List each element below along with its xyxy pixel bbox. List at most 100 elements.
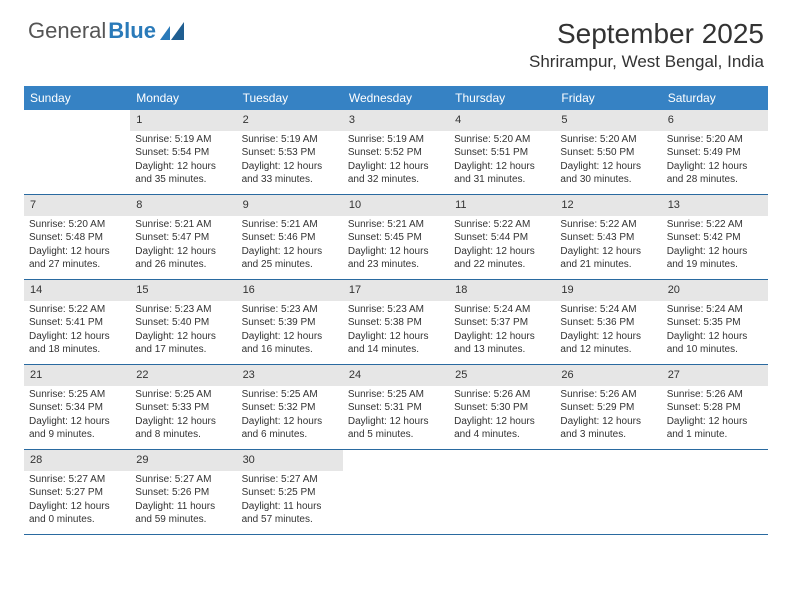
sunrise: Sunrise: 5:24 AM — [454, 303, 550, 317]
day-cell: 27Sunrise: 5:26 AMSunset: 5:28 PMDayligh… — [662, 365, 768, 449]
sunset: Sunset: 5:36 PM — [560, 316, 656, 330]
day-label: Sunday — [24, 86, 130, 110]
day-cell: 30Sunrise: 5:27 AMSunset: 5:25 PMDayligh… — [237, 450, 343, 534]
daylight: Daylight: 12 hours and 23 minutes. — [348, 245, 444, 272]
sunset: Sunset: 5:50 PM — [560, 146, 656, 160]
day-number: 1 — [130, 110, 236, 131]
sunset: Sunset: 5:48 PM — [29, 231, 125, 245]
day-details: Sunrise: 5:25 AMSunset: 5:31 PMDaylight:… — [343, 386, 449, 447]
day-details: Sunrise: 5:21 AMSunset: 5:46 PMDaylight:… — [237, 216, 343, 277]
day-cell: 15Sunrise: 5:23 AMSunset: 5:40 PMDayligh… — [130, 280, 236, 364]
day-number: 22 — [130, 365, 236, 386]
sunset: Sunset: 5:28 PM — [667, 401, 763, 415]
day-cell: 18Sunrise: 5:24 AMSunset: 5:37 PMDayligh… — [449, 280, 555, 364]
daylight: Daylight: 12 hours and 6 minutes. — [242, 415, 338, 442]
day-number: 17 — [343, 280, 449, 301]
day-cell: 16Sunrise: 5:23 AMSunset: 5:39 PMDayligh… — [237, 280, 343, 364]
sunset: Sunset: 5:39 PM — [242, 316, 338, 330]
sunrise: Sunrise: 5:26 AM — [560, 388, 656, 402]
daylight: Daylight: 12 hours and 35 minutes. — [135, 160, 231, 187]
day-cell: 14Sunrise: 5:22 AMSunset: 5:41 PMDayligh… — [24, 280, 130, 364]
day-number: 14 — [24, 280, 130, 301]
day-cell: 13Sunrise: 5:22 AMSunset: 5:42 PMDayligh… — [662, 195, 768, 279]
daylight: Daylight: 12 hours and 17 minutes. — [135, 330, 231, 357]
day-number: 6 — [662, 110, 768, 131]
day-details: Sunrise: 5:26 AMSunset: 5:28 PMDaylight:… — [662, 386, 768, 447]
day-cell: 19Sunrise: 5:24 AMSunset: 5:36 PMDayligh… — [555, 280, 661, 364]
sunset: Sunset: 5:46 PM — [242, 231, 338, 245]
day-number: 16 — [237, 280, 343, 301]
week-row: 28Sunrise: 5:27 AMSunset: 5:27 PMDayligh… — [24, 450, 768, 535]
sunrise: Sunrise: 5:20 AM — [29, 218, 125, 232]
day-cell: 22Sunrise: 5:25 AMSunset: 5:33 PMDayligh… — [130, 365, 236, 449]
day-number: 28 — [24, 450, 130, 471]
day-label: Friday — [555, 86, 661, 110]
day-number: 4 — [449, 110, 555, 131]
day-details: Sunrise: 5:27 AMSunset: 5:25 PMDaylight:… — [237, 471, 343, 532]
day-label: Tuesday — [237, 86, 343, 110]
sunrise: Sunrise: 5:20 AM — [667, 133, 763, 147]
day-details: Sunrise: 5:22 AMSunset: 5:44 PMDaylight:… — [449, 216, 555, 277]
day-details: Sunrise: 5:23 AMSunset: 5:40 PMDaylight:… — [130, 301, 236, 362]
day-details: Sunrise: 5:21 AMSunset: 5:45 PMDaylight:… — [343, 216, 449, 277]
day-details: Sunrise: 5:27 AMSunset: 5:26 PMDaylight:… — [130, 471, 236, 532]
sunset: Sunset: 5:38 PM — [348, 316, 444, 330]
daylight: Daylight: 12 hours and 21 minutes. — [560, 245, 656, 272]
sunset: Sunset: 5:34 PM — [29, 401, 125, 415]
day-cell: 1Sunrise: 5:19 AMSunset: 5:54 PMDaylight… — [130, 110, 236, 194]
sunrise: Sunrise: 5:25 AM — [135, 388, 231, 402]
empty-cell — [449, 450, 555, 534]
day-number: 8 — [130, 195, 236, 216]
sunset: Sunset: 5:52 PM — [348, 146, 444, 160]
day-details: Sunrise: 5:19 AMSunset: 5:52 PMDaylight:… — [343, 131, 449, 192]
sunset: Sunset: 5:42 PM — [667, 231, 763, 245]
day-details: Sunrise: 5:20 AMSunset: 5:51 PMDaylight:… — [449, 131, 555, 192]
day-number: 2 — [237, 110, 343, 131]
sunset: Sunset: 5:43 PM — [560, 231, 656, 245]
sunset: Sunset: 5:35 PM — [667, 316, 763, 330]
daylight: Daylight: 12 hours and 27 minutes. — [29, 245, 125, 272]
daylight: Daylight: 12 hours and 1 minute. — [667, 415, 763, 442]
daylight: Daylight: 12 hours and 25 minutes. — [242, 245, 338, 272]
sunset: Sunset: 5:26 PM — [135, 486, 231, 500]
sunset: Sunset: 5:25 PM — [242, 486, 338, 500]
daylight: Daylight: 12 hours and 5 minutes. — [348, 415, 444, 442]
day-cell: 7Sunrise: 5:20 AMSunset: 5:48 PMDaylight… — [24, 195, 130, 279]
day-cell: 28Sunrise: 5:27 AMSunset: 5:27 PMDayligh… — [24, 450, 130, 534]
sunset: Sunset: 5:45 PM — [348, 231, 444, 245]
sunset: Sunset: 5:33 PM — [135, 401, 231, 415]
day-label: Thursday — [449, 86, 555, 110]
day-details: Sunrise: 5:22 AMSunset: 5:41 PMDaylight:… — [24, 301, 130, 362]
sunset: Sunset: 5:53 PM — [242, 146, 338, 160]
day-cell: 8Sunrise: 5:21 AMSunset: 5:47 PMDaylight… — [130, 195, 236, 279]
daylight: Daylight: 12 hours and 3 minutes. — [560, 415, 656, 442]
logo-icon — [160, 22, 186, 40]
sunrise: Sunrise: 5:24 AM — [667, 303, 763, 317]
day-number: 25 — [449, 365, 555, 386]
empty-cell — [555, 450, 661, 534]
day-cell: 17Sunrise: 5:23 AMSunset: 5:38 PMDayligh… — [343, 280, 449, 364]
day-cell: 10Sunrise: 5:21 AMSunset: 5:45 PMDayligh… — [343, 195, 449, 279]
logo-text-1: General — [28, 18, 106, 44]
day-details: Sunrise: 5:24 AMSunset: 5:37 PMDaylight:… — [449, 301, 555, 362]
sunrise: Sunrise: 5:21 AM — [135, 218, 231, 232]
week-row: 21Sunrise: 5:25 AMSunset: 5:34 PMDayligh… — [24, 365, 768, 450]
daylight: Daylight: 12 hours and 16 minutes. — [242, 330, 338, 357]
day-cell: 9Sunrise: 5:21 AMSunset: 5:46 PMDaylight… — [237, 195, 343, 279]
sunrise: Sunrise: 5:21 AM — [348, 218, 444, 232]
sunset: Sunset: 5:40 PM — [135, 316, 231, 330]
daylight: Daylight: 11 hours and 57 minutes. — [242, 500, 338, 527]
day-cell: 6Sunrise: 5:20 AMSunset: 5:49 PMDaylight… — [662, 110, 768, 194]
title-block: September 2025 Shrirampur, West Bengal, … — [529, 18, 764, 72]
sunrise: Sunrise: 5:20 AM — [560, 133, 656, 147]
day-details: Sunrise: 5:26 AMSunset: 5:30 PMDaylight:… — [449, 386, 555, 447]
daylight: Daylight: 12 hours and 30 minutes. — [560, 160, 656, 187]
daylight: Daylight: 12 hours and 12 minutes. — [560, 330, 656, 357]
daylight: Daylight: 12 hours and 31 minutes. — [454, 160, 550, 187]
day-details: Sunrise: 5:26 AMSunset: 5:29 PMDaylight:… — [555, 386, 661, 447]
location: Shrirampur, West Bengal, India — [529, 52, 764, 72]
week-row: 14Sunrise: 5:22 AMSunset: 5:41 PMDayligh… — [24, 280, 768, 365]
day-cell: 4Sunrise: 5:20 AMSunset: 5:51 PMDaylight… — [449, 110, 555, 194]
sunrise: Sunrise: 5:19 AM — [348, 133, 444, 147]
day-details: Sunrise: 5:19 AMSunset: 5:54 PMDaylight:… — [130, 131, 236, 192]
